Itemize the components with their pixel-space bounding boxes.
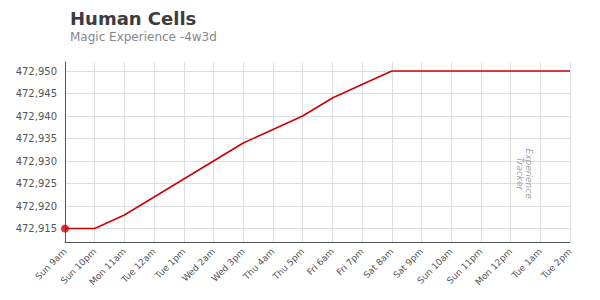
svg-text:472,915: 472,915 [16,223,57,234]
svg-text:Sun 10am: Sun 10am [415,246,455,286]
svg-text:Fri 6am: Fri 6am [305,246,336,277]
svg-text:472,940: 472,940 [16,111,57,122]
svg-text:Wed 3pm: Wed 3pm [210,246,247,283]
svg-text:472,935: 472,935 [16,133,57,144]
svg-text:Sat 9pm: Sat 9pm [391,246,425,281]
svg-text:Sun 11pm: Sun 11pm [444,246,485,286]
svg-text:Tracker: Tracker [515,157,525,192]
svg-text:472,945: 472,945 [16,88,57,99]
svg-text:472,930: 472,930 [16,156,57,167]
svg-text:Sun 10pm: Sun 10pm [58,246,99,286]
svg-text:Tue 1am: Tue 1am [509,246,544,281]
svg-text:Experience: Experience [524,148,534,199]
svg-text:Magic Experience -4w3d: Magic Experience -4w3d [70,30,217,44]
svg-text:Mon 11am: Mon 11am [87,246,128,288]
svg-text:Fri 7pm: Fri 7pm [334,246,366,278]
svg-text:Sat 8am: Sat 8am [362,246,396,280]
svg-text:Thu 4am: Thu 4am [241,246,277,282]
svg-text:Tue 2pm: Tue 2pm [539,246,574,281]
svg-text:472,925: 472,925 [16,178,57,189]
svg-text:Human Cells: Human Cells [70,8,196,29]
svg-text:Sun 9am: Sun 9am [33,246,69,282]
svg-text:472,950: 472,950 [16,66,57,77]
svg-text:Thu 5pm: Thu 5pm [270,246,306,282]
svg-text:Tue 1pm: Tue 1pm [153,246,188,281]
svg-text:Mon 12pm: Mon 12pm [473,246,514,287]
svg-text:Wed 2am: Wed 2am [180,246,218,284]
svg-text:472,920: 472,920 [16,201,57,212]
svg-text:Tue 12am: Tue 12am [119,246,158,285]
